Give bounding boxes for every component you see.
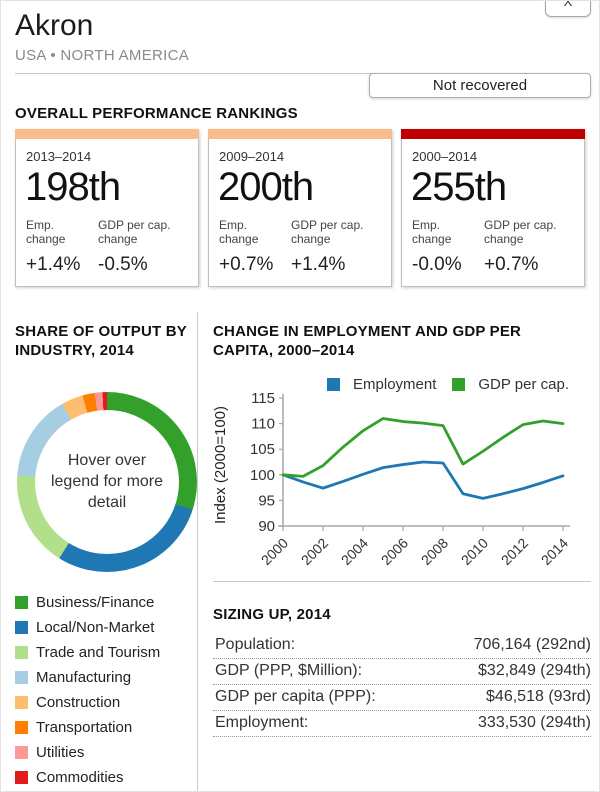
card-period: 2013–2014 — [26, 149, 92, 164]
ranking-card-2013-2014: 2013–2014 198th Emp. change +1.4% GDP pe… — [15, 129, 199, 287]
transportation-swatch-icon — [15, 721, 28, 735]
line-chart-svg: 90 95 100 105 110 115 2000 2002 2004 2006 2008 2010… — [213, 393, 571, 568]
commodities-swatch-icon — [15, 771, 28, 785]
svg-text:2012: 2012 — [498, 535, 531, 568]
legend-item-local-non-market[interactable]: Local/Non-Market — [15, 619, 197, 636]
page-subtitle: USA • NORTH AMERICA — [15, 47, 190, 64]
trend-section: CHANGE IN EMPLOYMENT AND GDP PER CAPITA,… — [197, 312, 599, 791]
svg-text:90: 90 — [258, 518, 275, 535]
card-rank: 200th — [218, 165, 314, 209]
legend-item-utilities[interactable]: Utilities — [15, 744, 197, 761]
industry-donut-chart[interactable]: Hover over legend for more detail — [17, 392, 197, 573]
emp-change-label: Emp. change — [26, 218, 66, 247]
legend-item-commodities[interactable]: Commodities — [15, 769, 197, 786]
trend-heading: CHANGE IN EMPLOYMENT AND GDP PER CAPITA,… — [213, 323, 522, 360]
svg-text:Index (2000=100): Index (2000=100) — [213, 406, 229, 524]
legend-item-construction[interactable]: Construction — [15, 694, 197, 711]
legend-item-business-finance[interactable]: Business/Finance — [15, 594, 197, 611]
business-finance-swatch-icon — [15, 596, 28, 610]
ranking-card-2000-2014: 2000–2014 255th Emp. change -0.0% GDP pe… — [401, 129, 585, 287]
trade-tourism-swatch-icon — [15, 646, 28, 660]
sizing-heading: SIZING UP, 2014 — [213, 606, 331, 624]
industry-legend: Business/Finance Local/Non-Market Trade … — [15, 594, 197, 786]
gdp-per-cap-swatch-icon — [452, 378, 466, 392]
local-non-market-swatch-icon — [15, 621, 28, 635]
table-row-gdp: GDP (PPP, $Million): $32,849 (294th) — [213, 659, 591, 686]
table-row-employment: Employment: 333,530 (294th) — [213, 711, 591, 738]
gdp-change-label: GDP per cap. change — [291, 218, 364, 247]
emp-change-value: -0.0% — [412, 253, 462, 275]
card-rank: 255th — [411, 165, 507, 209]
legend-item-gdp-per-cap[interactable]: GDP per cap. — [452, 376, 569, 393]
svg-text:95: 95 — [258, 493, 275, 510]
gdp-change-value: +0.7% — [484, 253, 539, 275]
table-row-population: Population: 706,164 (292nd) — [213, 633, 591, 660]
construction-swatch-icon — [15, 696, 28, 710]
svg-text:2010: 2010 — [458, 535, 491, 568]
svg-text:105: 105 — [250, 442, 275, 459]
header-divider — [15, 73, 585, 74]
card-period: 2000–2014 — [412, 149, 478, 164]
svg-text:115: 115 — [251, 393, 275, 407]
card-accent-bar — [208, 129, 392, 139]
trend-chart-legend: Employment GDP per cap. — [213, 376, 591, 393]
card-period: 2009–2014 — [219, 149, 285, 164]
emp-change-label: Emp. change — [219, 218, 259, 247]
employment-swatch-icon — [327, 378, 341, 392]
legend-item-trade-tourism[interactable]: Trade and Tourism — [15, 644, 197, 661]
emp-change-label: Emp. change — [412, 218, 452, 247]
svg-text:2014: 2014 — [538, 535, 571, 568]
ranking-cards: 2013–2014 198th Emp. change +1.4% GDP pe… — [15, 129, 585, 287]
svg-text:2008: 2008 — [418, 535, 451, 568]
donut-center-text: Hover over legend for more detail — [35, 410, 179, 555]
sizing-table: Population: 706,164 (292nd) GDP (PPP, $M… — [213, 633, 591, 738]
svg-text:2006: 2006 — [378, 535, 411, 568]
legend-item-transportation[interactable]: Transportation — [15, 719, 197, 736]
close-button[interactable]: X — [545, 1, 591, 17]
legend-item-manufacturing[interactable]: Manufacturing — [15, 669, 197, 686]
main-content: SHARE OF OUTPUT BY INDUSTRY, 2014 Hover … — [1, 312, 599, 791]
utilities-swatch-icon — [15, 746, 28, 760]
svg-text:2000: 2000 — [258, 535, 291, 568]
industry-heading: SHARE OF OUTPUT BY INDUSTRY, 2014 — [15, 323, 187, 360]
legend-item-employment[interactable]: Employment — [327, 376, 436, 393]
page-title: Akron — [15, 9, 94, 42]
svg-text:2004: 2004 — [338, 535, 371, 568]
ranking-card-2009-2014: 2009–2014 200th Emp. change +0.7% GDP pe… — [208, 129, 392, 287]
section-divider — [213, 581, 591, 583]
industry-section: SHARE OF OUTPUT BY INDUSTRY, 2014 Hover … — [1, 312, 197, 791]
svg-text:100: 100 — [250, 467, 275, 484]
recovery-status-button[interactable]: Not recovered — [369, 73, 591, 98]
card-accent-bar — [401, 129, 585, 139]
emp-change-value: +0.7% — [219, 253, 274, 275]
table-row-gdp-per-capita: GDP per capita (PPP): $46,518 (93rd) — [213, 685, 591, 712]
rankings-heading: OVERALL PERFORMANCE RANKINGS — [15, 105, 298, 122]
card-rank: 198th — [25, 165, 121, 209]
header: Akron USA • NORTH AMERICA — [1, 1, 599, 74]
card-accent-bar — [15, 129, 199, 139]
gdp-change-label: GDP per cap. change — [484, 218, 557, 247]
gdp-change-value: -0.5% — [98, 253, 148, 275]
svg-text:2002: 2002 — [298, 535, 331, 568]
gdp-change-label: GDP per cap. change — [98, 218, 171, 247]
svg-text:110: 110 — [251, 416, 275, 433]
gdp-change-value: +1.4% — [291, 253, 346, 275]
emp-change-value: +1.4% — [26, 253, 81, 275]
manufacturing-swatch-icon — [15, 671, 28, 685]
